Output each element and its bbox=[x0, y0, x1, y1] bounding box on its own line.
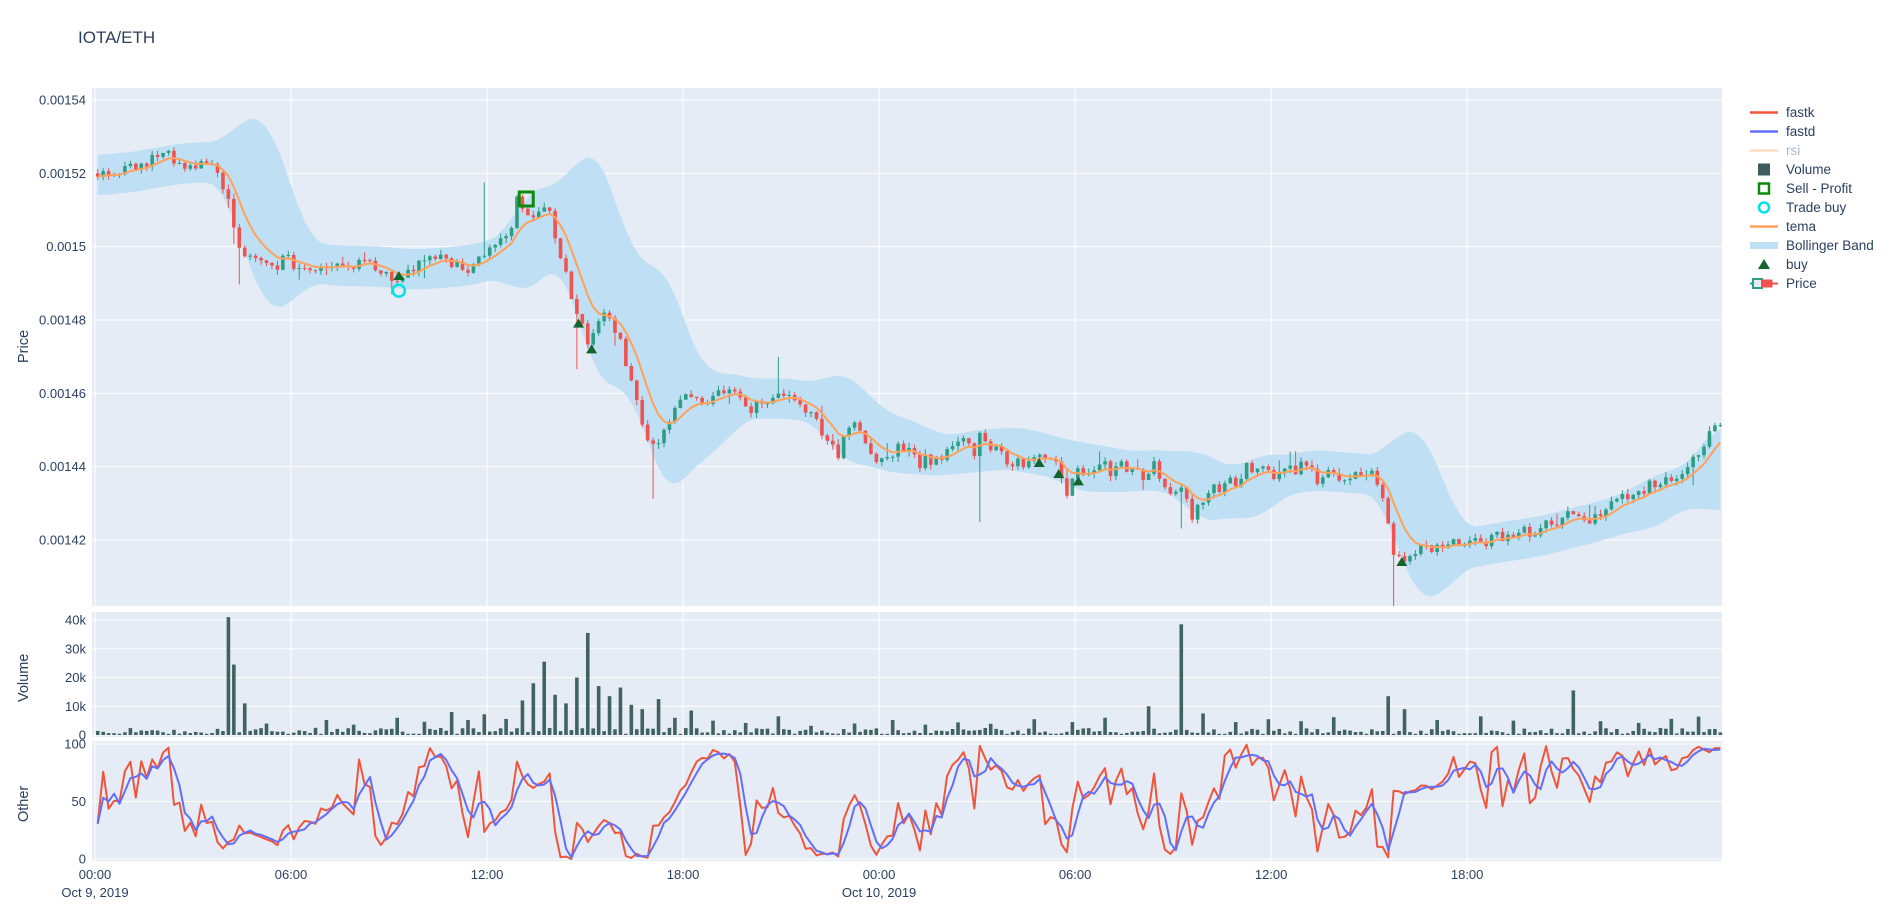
fastd-line bbox=[96, 747, 1721, 859]
legend-label: Bollinger Band bbox=[1786, 238, 1874, 253]
volume-bars bbox=[95, 617, 1723, 735]
fastd-swatch-icon bbox=[1750, 130, 1778, 133]
volume-tick-label: 0 bbox=[79, 728, 86, 743]
price-tick-label: 0.00144 bbox=[39, 459, 86, 474]
volume-tick-label: 30k bbox=[65, 641, 86, 656]
price-tick-label: 0.00146 bbox=[39, 386, 86, 401]
legend-label: Volume bbox=[1786, 162, 1832, 177]
volume-tick-label: 40k bbox=[65, 613, 86, 628]
other-tick-label: 100 bbox=[64, 737, 86, 752]
legend-label: fastd bbox=[1786, 124, 1816, 139]
tema-swatch-icon bbox=[1750, 225, 1778, 228]
volume-tick-label: 10k bbox=[65, 699, 86, 714]
price-tick-label: 0.0015 bbox=[46, 239, 86, 254]
legend-label: Trade buy bbox=[1786, 200, 1847, 215]
sell-profit-marker bbox=[517, 190, 535, 208]
subplot-bg-1 bbox=[92, 612, 1722, 737]
axis-tick-labels: 0.00154 0.00152 0.0015 0.00148 0.00146 0.0014… bbox=[39, 93, 1483, 901]
volume-tick-label: 20k bbox=[65, 670, 86, 685]
other-axis-title: Other bbox=[16, 785, 32, 822]
time-tick-label: 06:00 bbox=[1059, 867, 1092, 882]
price-swatch-icon bbox=[1750, 278, 1778, 289]
legend-item-volume[interactable]: Volume bbox=[1747, 160, 1874, 179]
time-tick-label: 00:00 bbox=[863, 867, 896, 882]
legend-item-tema[interactable]: tema bbox=[1747, 217, 1874, 236]
other-tick-label: 0 bbox=[79, 852, 86, 867]
legend-label: buy bbox=[1786, 257, 1808, 272]
date-tick-label: Oct 10, 2019 bbox=[842, 885, 916, 900]
time-tick-label: 12:00 bbox=[1255, 867, 1288, 882]
chart-title: IOTA/ETH bbox=[78, 28, 156, 47]
legend-item-sell-profit[interactable]: Sell - Profit bbox=[1747, 179, 1874, 198]
legend-item-price[interactable]: Price bbox=[1747, 274, 1874, 293]
rsi-swatch-icon bbox=[1750, 149, 1778, 152]
legend-item-bollinger[interactable]: Bollinger Band bbox=[1747, 236, 1874, 255]
trade-buy-marker bbox=[391, 283, 407, 298]
trade-buy-swatch-icon bbox=[1757, 201, 1771, 214]
time-tick-label: 06:00 bbox=[275, 867, 308, 882]
fastk-swatch-icon bbox=[1750, 111, 1778, 114]
price-axis-title: Price bbox=[16, 329, 32, 363]
other-tick-label: 50 bbox=[72, 794, 86, 809]
legend-item-rsi[interactable]: rsi bbox=[1747, 141, 1874, 160]
legend-label: Sell - Profit bbox=[1786, 181, 1853, 196]
buy-swatch-icon bbox=[1758, 259, 1770, 269]
time-tick-label: 00:00 bbox=[79, 867, 112, 882]
legend-item-fastk[interactable]: fastk bbox=[1747, 103, 1874, 122]
bollinger-swatch-icon bbox=[1750, 242, 1778, 249]
legend-item-buy[interactable]: buy bbox=[1747, 255, 1874, 274]
price-tick-label: 0.00154 bbox=[39, 93, 86, 108]
candlestick-series bbox=[95, 147, 1722, 606]
legend-item-trade-buy[interactable]: Trade buy bbox=[1747, 198, 1874, 217]
price-tick-label: 0.00142 bbox=[39, 532, 86, 547]
tema-line bbox=[97, 157, 1722, 549]
time-tick-label: 18:00 bbox=[1451, 867, 1484, 882]
buy-markers bbox=[393, 270, 1408, 566]
sell-profit-swatch-icon bbox=[1757, 182, 1771, 195]
date-tick-label: Oct 9, 2019 bbox=[61, 885, 128, 900]
legend-label: fastk bbox=[1786, 105, 1815, 120]
time-tick-label: 18:00 bbox=[667, 867, 700, 882]
price-tick-label: 0.00148 bbox=[39, 312, 86, 327]
price-tick-label: 0.00152 bbox=[39, 166, 86, 181]
legend-label: Price bbox=[1786, 276, 1817, 291]
legend-item-fastd[interactable]: fastd bbox=[1747, 122, 1874, 141]
legend-label: rsi bbox=[1786, 143, 1801, 158]
volume-axis-title: Volume bbox=[16, 653, 32, 702]
legend: fastk fastd rsi Volume Sell - Profit Trade bu… bbox=[1747, 103, 1874, 293]
legend-label: tema bbox=[1786, 219, 1817, 234]
time-tick-label: 12:00 bbox=[471, 867, 504, 882]
bollinger-band-area bbox=[97, 119, 1721, 597]
volume-swatch-icon bbox=[1758, 163, 1770, 176]
